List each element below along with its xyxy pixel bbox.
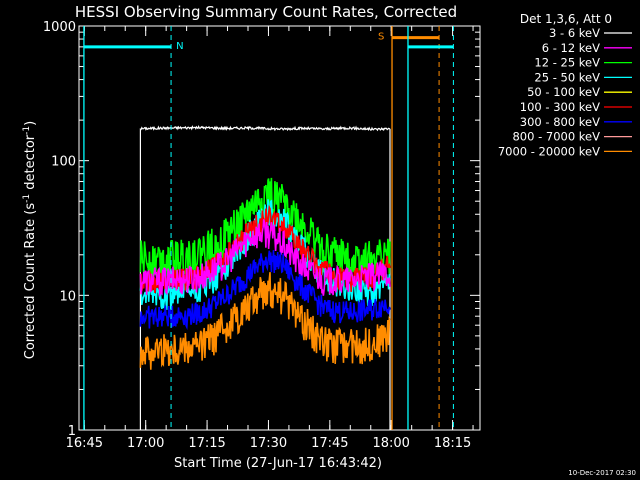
x-tick-label: 18:00 xyxy=(372,436,409,451)
series-line xyxy=(139,250,391,331)
date-stamp: 10-Dec-2017 02:30 xyxy=(568,469,636,477)
x-tick-label: 17:30 xyxy=(250,436,287,451)
x-tick-label: 17:45 xyxy=(311,436,348,451)
y-tick-label: 1000 xyxy=(43,20,76,35)
annotations: NS xyxy=(83,26,454,430)
annotation-label: S xyxy=(378,32,384,43)
legend-label: 12 - 25 keV xyxy=(534,56,600,70)
legend-title: Det 1,3,6, Att 0 xyxy=(520,12,612,26)
legend-label: 3 - 6 keV xyxy=(549,26,600,40)
x-tick-label: 18:15 xyxy=(434,436,471,451)
y-tick-label: 100 xyxy=(51,155,76,170)
legend-label: 800 - 7000 keV xyxy=(512,130,600,144)
x-tick-label: 16:45 xyxy=(66,436,103,451)
series-line xyxy=(139,219,391,297)
x-tick-label: 17:15 xyxy=(188,436,225,451)
x-axis-label: Start Time (27-Jun-17 16:43:42) xyxy=(174,456,382,471)
y-tick-label: 10 xyxy=(59,289,76,304)
legend-label: 300 - 800 keV xyxy=(520,115,600,129)
chart-title: HESSI Observing Summary Count Rates, Cor… xyxy=(75,3,457,21)
legend-label: 7000 - 20000 keV xyxy=(498,144,600,158)
legend-label: 100 - 300 keV xyxy=(520,100,600,114)
y-axis-label: Corrected Count Rate (s-1 detector-1) xyxy=(22,121,38,359)
series-line xyxy=(139,272,391,370)
y-tick-label: 1 xyxy=(68,424,76,439)
legend-label: 6 - 12 keV xyxy=(542,41,600,55)
legend-label: 25 - 50 keV xyxy=(534,70,600,84)
plot-area xyxy=(78,25,481,431)
x-tick-label: 17:00 xyxy=(127,436,164,451)
plot-frame xyxy=(78,25,481,431)
series-line xyxy=(139,124,391,430)
legend-label: 50 - 100 keV xyxy=(527,85,600,99)
annotation-label: N xyxy=(176,41,183,52)
